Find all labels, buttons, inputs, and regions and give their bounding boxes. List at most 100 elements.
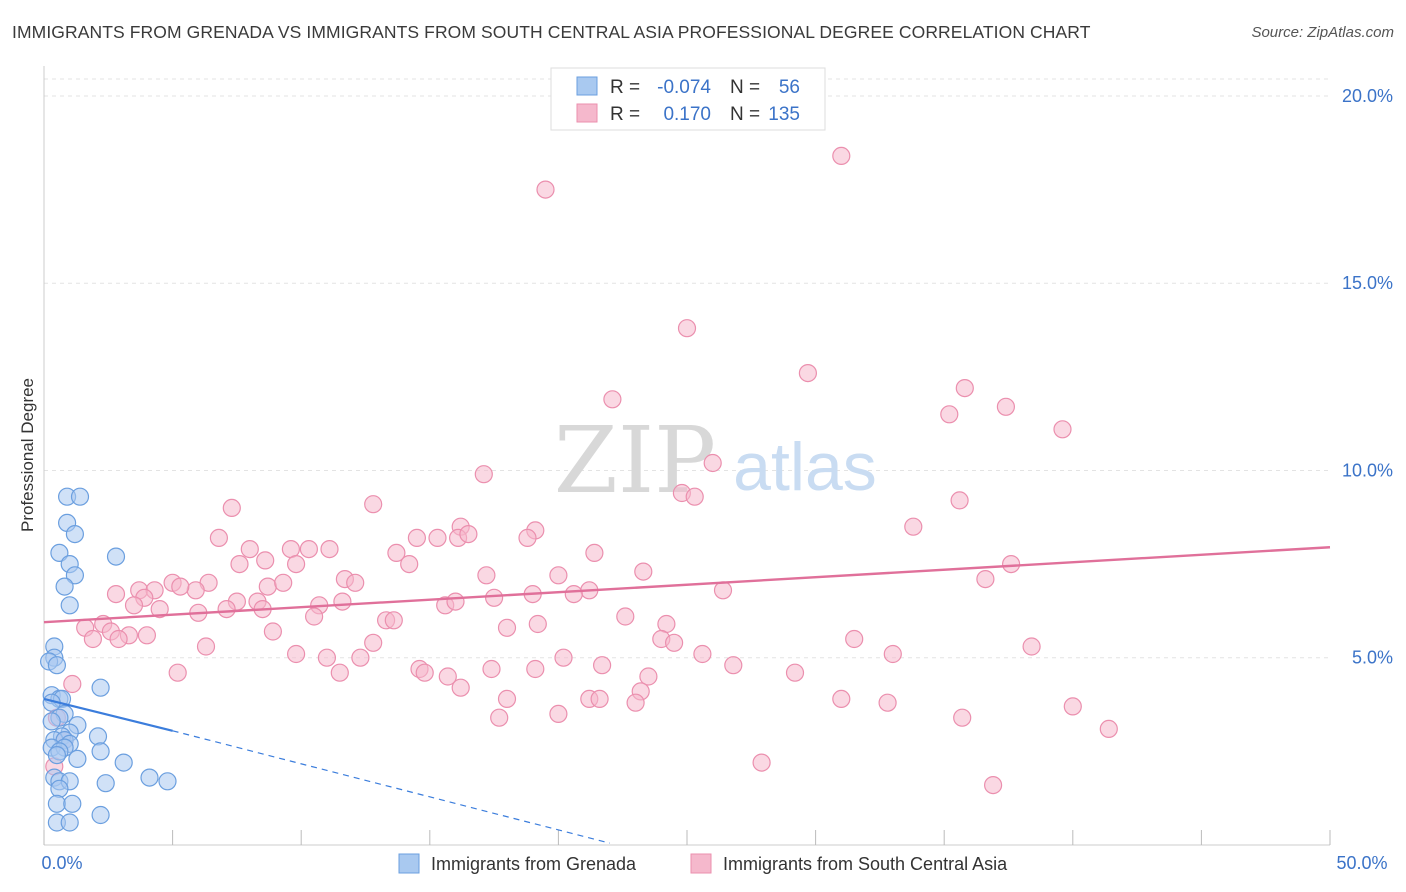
sca-point-34: [400, 554, 419, 574]
sca-point-23: [518, 528, 537, 548]
chart-title: IMMIGRANTS FROM GRENADA VS IMMIGRANTS FR…: [12, 22, 1091, 42]
sca-point-1: [536, 180, 555, 199]
sca-point-24: [459, 524, 478, 544]
sca-point-15: [364, 495, 383, 514]
grenada-point-42: [50, 779, 69, 798]
sca-point-55: [485, 588, 504, 607]
grenada-point-9: [60, 596, 79, 615]
sca-point-31: [230, 554, 249, 574]
sca-point-68: [305, 607, 324, 626]
sca-point-5: [603, 390, 622, 409]
sca-point-60: [333, 592, 352, 611]
bottom-legend-label-sca: Immigrants from South Central Asia: [723, 854, 1008, 874]
legend-n-value-2: 135: [768, 104, 800, 125]
grenada-point-3: [65, 524, 85, 544]
sca-point-94: [883, 644, 902, 664]
sca-point-123: [752, 753, 771, 772]
sca-point-36: [634, 562, 653, 581]
sca-point-117: [490, 708, 509, 727]
sca-point-97: [785, 663, 805, 682]
grenada-point-32: [91, 742, 110, 761]
sca-point-92: [554, 648, 573, 667]
sca-point-28: [320, 539, 339, 559]
sca-point-111: [832, 689, 851, 709]
sca-point-106: [63, 674, 82, 694]
sca-point-37: [1001, 554, 1021, 574]
sca-point-89: [287, 644, 306, 664]
watermark: ZIP atlas: [554, 407, 877, 514]
sca-point-102: [415, 663, 434, 682]
sca-point-103: [168, 663, 187, 682]
sca-point-91: [351, 648, 370, 667]
sca-point-81: [109, 629, 128, 649]
source-credit: Source: ZipAtlas.com: [1251, 24, 1394, 41]
grenada-point-35: [114, 753, 133, 772]
sca-point-93: [693, 644, 712, 664]
sca-point-107: [451, 678, 470, 697]
sca-point-45: [186, 581, 205, 600]
sca-point-4: [955, 379, 974, 398]
grenada-point-33: [47, 745, 67, 765]
y-tick-label-0: 5.0%: [1352, 648, 1393, 668]
series-south-central-asia: [45, 146, 1118, 795]
y-tick-label-2: 15.0%: [1342, 273, 1393, 293]
sca-point-19: [209, 528, 228, 548]
sca-point-6: [996, 397, 1016, 416]
legend-r-value-1: -0.074: [657, 77, 711, 98]
sca-point-119: [1099, 719, 1118, 739]
sca-point-114: [1063, 697, 1082, 716]
grenada-point-14: [91, 678, 110, 697]
sca-point-38: [477, 566, 496, 585]
sca-point-115: [497, 689, 517, 709]
sca-point-101: [330, 663, 349, 682]
grenada-point-13: [47, 656, 67, 675]
sca-point-73: [528, 614, 547, 634]
sca-point-62: [446, 592, 465, 611]
sca-point-30: [585, 543, 604, 563]
y-tick-label-1: 10.0%: [1342, 460, 1393, 480]
grenada-point-4: [50, 543, 69, 563]
sca-point-0: [832, 146, 851, 165]
sca-point-27: [299, 539, 318, 559]
legend-n-label-2: N =: [730, 104, 760, 125]
sca-point-49: [106, 584, 126, 604]
sca-point-2: [677, 319, 697, 338]
legend-swatch-sca: [576, 103, 598, 123]
sca-point-124: [983, 775, 1003, 795]
trend-line-south-central-asia: [43, 546, 1331, 624]
sca-point-14: [222, 498, 241, 517]
series-grenada: [39, 487, 177, 832]
legend-n-label-1: N =: [730, 77, 760, 98]
grenada-point-41: [96, 774, 115, 793]
sca-point-70: [384, 611, 403, 630]
legend-r-value-2: 0.170: [663, 104, 711, 125]
grenada-point-43: [47, 794, 67, 813]
sca-point-110: [590, 689, 609, 709]
legend-swatch-grenada: [576, 76, 598, 96]
bottom-legend-swatch-grenada: [398, 853, 420, 874]
sca-point-79: [497, 618, 517, 637]
sca-point-82: [137, 626, 156, 645]
sca-point-32: [256, 551, 275, 570]
sca-point-41: [258, 577, 277, 596]
sca-point-105: [639, 667, 658, 686]
grenada-point-5: [106, 547, 126, 566]
sca-point-78: [263, 622, 282, 641]
grenada-point-45: [91, 805, 110, 825]
bottom-legend-label-grenada: Immigrants from Grenada: [431, 854, 637, 874]
grenada-point-21: [42, 712, 61, 731]
trend-lines: [43, 546, 1331, 844]
grenada-point-39: [140, 768, 159, 787]
sca-point-17: [904, 517, 923, 536]
sca-point-88: [196, 637, 216, 656]
sca-point-90: [317, 648, 336, 667]
watermark-atlas: atlas: [733, 429, 877, 505]
y-axis-label: Professional Degree: [18, 378, 37, 532]
axes: [43, 66, 1331, 846]
bottom-legend-swatch-sca: [690, 853, 712, 874]
sca-point-7: [940, 405, 959, 424]
x-tick-label-max: 50.0%: [1336, 853, 1387, 873]
sca-point-64: [150, 599, 169, 619]
sca-point-116: [549, 704, 568, 724]
sca-point-3: [798, 364, 818, 383]
